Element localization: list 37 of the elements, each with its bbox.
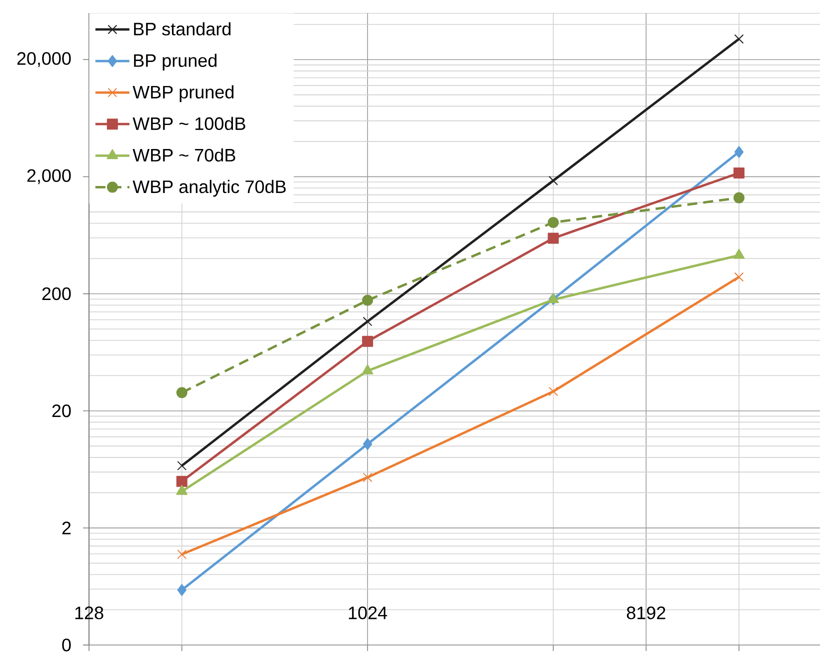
x-tick-label: 1024 bbox=[348, 606, 388, 620]
point bbox=[733, 248, 745, 259]
point bbox=[733, 192, 744, 204]
point bbox=[177, 584, 186, 596]
point bbox=[362, 472, 372, 482]
y-tick-label: 200 bbox=[42, 287, 71, 300]
x-tick-label: 8192 bbox=[626, 606, 666, 620]
point bbox=[177, 460, 187, 470]
y-tick-label: 0 bbox=[62, 638, 71, 652]
y-tick-label: 20 bbox=[52, 404, 71, 418]
legend-label: WBP pruned bbox=[132, 85, 234, 102]
point bbox=[733, 168, 744, 178]
legend-label: WBP ~ 100dB bbox=[132, 116, 246, 130]
point bbox=[362, 438, 372, 450]
point bbox=[548, 176, 558, 186]
legend-label: WBP ~ 70dB bbox=[132, 148, 236, 162]
point bbox=[362, 364, 374, 374]
point bbox=[176, 484, 188, 495]
point bbox=[362, 294, 374, 306]
point bbox=[548, 216, 559, 228]
y-tick-label: 2,000 bbox=[27, 169, 71, 184]
point bbox=[176, 476, 188, 487]
point bbox=[362, 336, 374, 347]
point bbox=[734, 146, 744, 158]
legend-label: WBP analytic 70dB bbox=[132, 180, 286, 197]
point bbox=[734, 272, 744, 282]
point bbox=[734, 34, 744, 44]
y-tick-label: 20,000 bbox=[17, 52, 71, 68]
legend-label: BP pruned bbox=[134, 54, 216, 71]
point bbox=[176, 387, 188, 398]
y-tick-label: 2 bbox=[62, 522, 71, 534]
legend-label: BP standard bbox=[134, 22, 230, 36]
point bbox=[177, 550, 187, 560]
point bbox=[548, 386, 558, 396]
point bbox=[362, 316, 372, 326]
x-tick-label: 128 bbox=[75, 606, 104, 620]
point bbox=[548, 232, 559, 244]
